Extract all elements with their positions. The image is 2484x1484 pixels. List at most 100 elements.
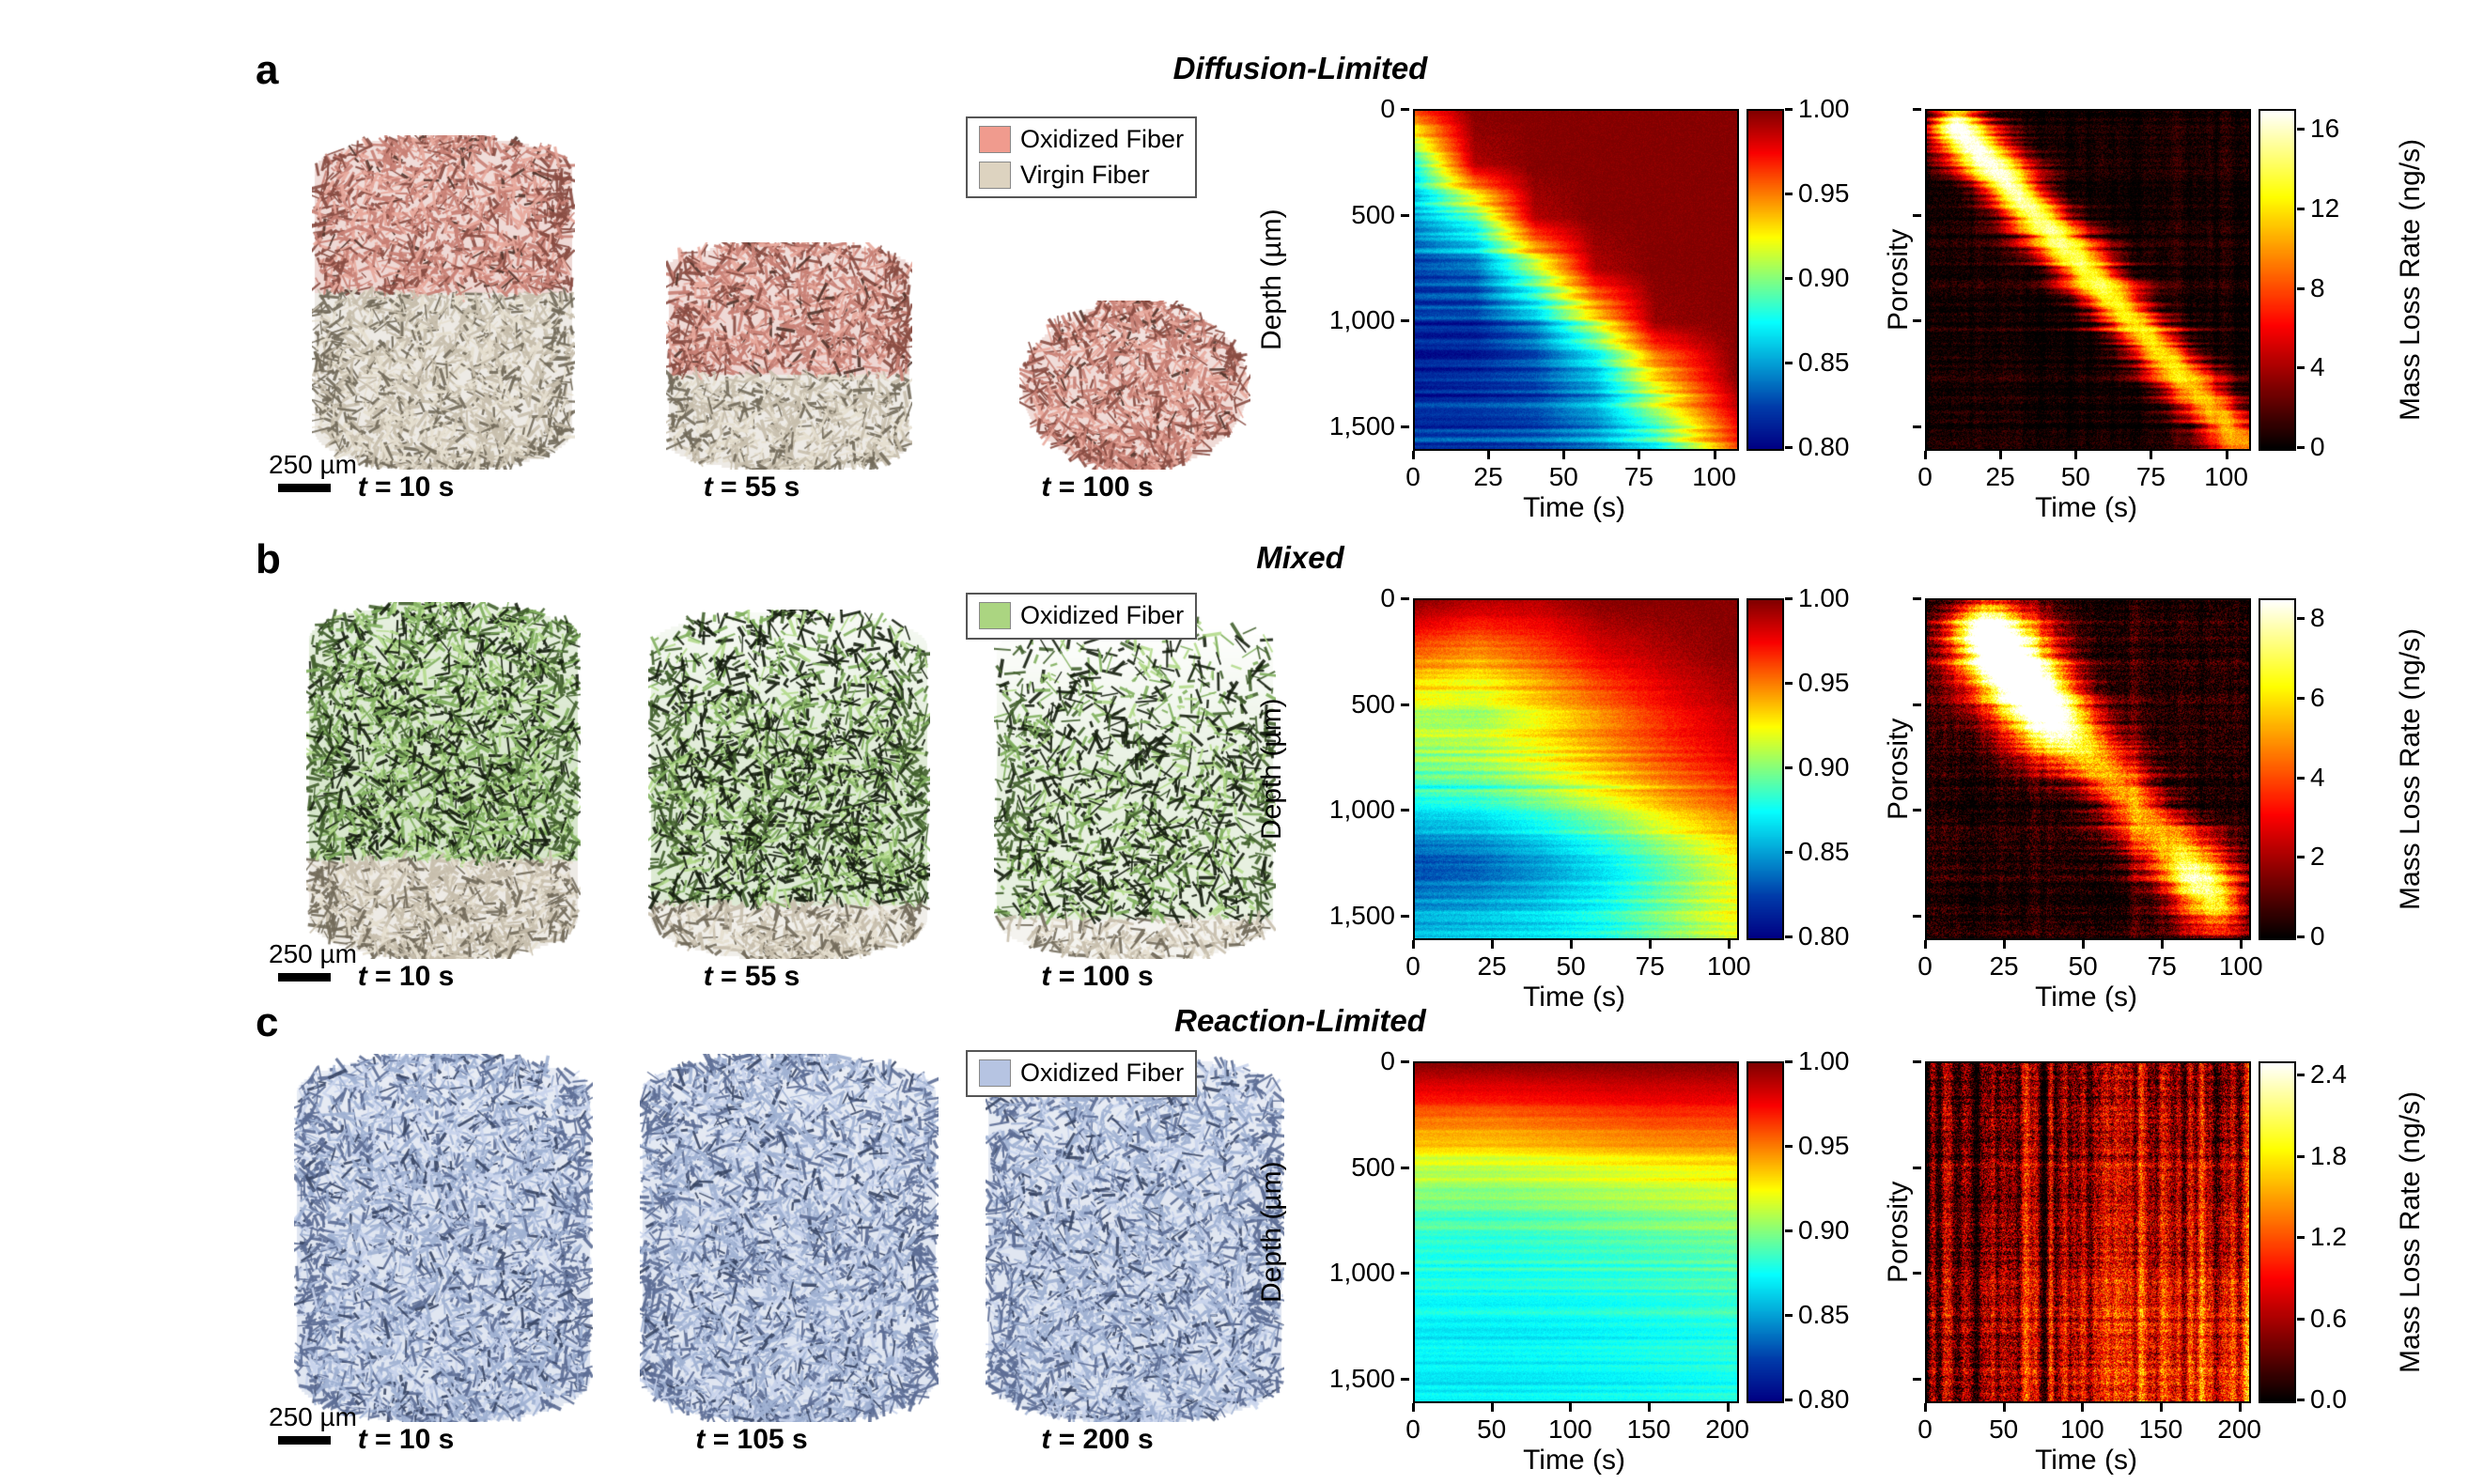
x-tick-mark [1999, 451, 2003, 459]
x-tick-label: 75 [1623, 462, 1653, 491]
x-tick-label: 100 [2218, 951, 2263, 981]
virgin-fiber-swatch [979, 162, 1011, 190]
specimen-render-b2 [625, 587, 954, 959]
time-label-b2: t = 55 s [703, 961, 800, 992]
legend-b: Oxidized Fiber [966, 593, 1198, 640]
colorbar-tick-mark [1785, 766, 1793, 769]
x-tick-label: 0 [1405, 951, 1421, 981]
y-tick-mark [1401, 1377, 1409, 1381]
y-tick-label: 500 [1351, 688, 1395, 719]
colorbar-tick-mark [2297, 286, 2305, 290]
colorbar-tick-label: 0.90 [1798, 263, 1850, 292]
x-tick-mark [1726, 1403, 1730, 1412]
scale-bar [278, 973, 331, 982]
y-tick-mark [1401, 809, 1409, 812]
porosity-colorbar-ticks: 1.00 0.95 0.90 0.85 0.80 [1785, 583, 1896, 951]
colorbar-tick-label: 1.00 [1798, 94, 1850, 123]
y-tick-mark [1401, 1166, 1409, 1169]
specimen-render-b1 [279, 587, 608, 959]
x-tick-label: 50 [1477, 1414, 1507, 1444]
colorbar-tick-mark [2297, 446, 2305, 449]
colorbar-tick-mark [1785, 1145, 1793, 1148]
colorbar-tick-mark [1785, 446, 1793, 449]
colorbar-tick-mark [1785, 277, 1793, 280]
massloss-heatmap-canvas [1925, 1061, 2251, 1403]
legend-entry-oxidized: Oxidized Fiber [979, 1059, 1184, 1088]
scale-bar-label: 250 µm [269, 1402, 357, 1431]
y-tick-mark [1913, 809, 1921, 812]
x-tick-mark [2074, 451, 2078, 459]
y-tick-mark [1401, 597, 1409, 600]
depth-axis-ticks: 0 500 1,000 1,500 [1298, 94, 1409, 451]
colorbar-tick-mark [2297, 856, 2305, 859]
massloss-colorbar-ticks: 16 12 8 4 0 [2297, 109, 2408, 461]
time-label-a1: t = 10 s [357, 471, 455, 502]
specimen-render-c1 [279, 1050, 608, 1422]
oxidized-fiber-swatch [979, 602, 1011, 630]
oxidized-fiber-swatch [979, 1059, 1011, 1088]
fiber-sample-canvas [994, 615, 1276, 959]
panel-a-regime-title: Diffusion-Limited [1172, 51, 1428, 85]
time-axis-label: Time (s) [1523, 1445, 1625, 1476]
x-tick-mark [2003, 940, 2007, 949]
colorbar-tick-label: 0.95 [1798, 178, 1850, 208]
x-tick-mark [2161, 940, 2165, 949]
x-tick-mark [1638, 451, 1641, 459]
x-tick-mark [2002, 1403, 2006, 1412]
colorbar-tick-label: 0.90 [1798, 752, 1850, 781]
y-tick-label: 1,500 [1328, 410, 1395, 441]
colorbar-tick-label: 2 [2310, 842, 2325, 872]
fiber-sample-canvas [306, 602, 581, 959]
massloss-colorbar-canvas [2259, 1061, 2296, 1403]
colorbar-tick-label: 0.80 [1798, 1384, 1850, 1414]
colorbar-tick-mark [2297, 1399, 2305, 1401]
y-tick-label: 0 [1380, 583, 1395, 612]
panel-c-regime-title: Reaction-Limited [1174, 1003, 1426, 1038]
colorbar-tick-label: 8 [2310, 603, 2325, 633]
legend-entry-virgin: Virgin Fiber [979, 161, 1184, 190]
y-tick-label: 1,500 [1328, 1363, 1395, 1393]
y-tick-mark [1913, 914, 1921, 918]
colorbar-tick-label: 0.95 [1798, 668, 1850, 697]
colorbar-tick-label: 0.80 [1798, 921, 1850, 951]
y-tick-mark [1913, 1272, 1921, 1275]
massloss-colorbar-label: Mass Loss Rate (ng/s) [2395, 627, 2426, 911]
legend-c: Oxidized Fiber [966, 1050, 1198, 1097]
colorbar-tick-label: 6 [2310, 682, 2325, 712]
time-label-c2: t = 105 s [695, 1424, 808, 1455]
depth-axis-ticks [1810, 597, 1921, 940]
colorbar-tick-mark [2297, 935, 2305, 938]
x-tick-label: 200 [2217, 1414, 2261, 1444]
y-tick-label: 1,500 [1328, 900, 1395, 930]
time-label-c1: t = 10 s [357, 1424, 455, 1455]
x-tick-mark [2150, 451, 2153, 459]
time-label-b3: t = 100 s [1041, 961, 1154, 992]
colorbar-tick-label: 0.80 [1798, 432, 1850, 461]
time-axis-label: Time (s) [2035, 982, 2137, 1013]
x-tick-label: 50 [1548, 462, 1578, 491]
colorbar-tick-label: 0.90 [1798, 1215, 1850, 1244]
x-tick-mark [2240, 940, 2243, 949]
legend-entry-oxidized: Oxidized Fiber [979, 125, 1184, 154]
colorbar-tick-mark [2297, 128, 2305, 131]
scale-bar-label: 250 µm [269, 939, 357, 968]
x-tick-mark [1647, 1403, 1651, 1412]
porosity-colorbar-canvas [1747, 109, 1784, 451]
oxidized-fiber-swatch [979, 126, 1011, 154]
specimen-render-a3 [970, 98, 1299, 470]
time-axis-ticks: 0 25 50 75 100 [1405, 451, 1736, 491]
colorbar-tick-label: 0.85 [1798, 348, 1850, 377]
depth-axis-label: Depth (µm) [1256, 698, 1287, 841]
scale-bar-label: 250 µm [269, 450, 357, 479]
colorbar-tick-mark [2297, 366, 2305, 370]
y-tick-label: 1,000 [1328, 1258, 1395, 1287]
y-tick-mark [1913, 597, 1921, 600]
specimen-render-c3 [970, 1050, 1299, 1422]
legend-entry-oxidized: Oxidized Fiber [979, 601, 1184, 630]
porosity-plot-b: Depth (µm) 0 500 1,000 1,500 0 25 50 75 100 Tim… [1256, 583, 1939, 1021]
x-tick-mark [2225, 451, 2228, 459]
x-tick-label: 25 [1985, 462, 2015, 491]
colorbar-tick-label: 8 [2310, 272, 2325, 302]
y-tick-mark [1401, 1272, 1409, 1275]
